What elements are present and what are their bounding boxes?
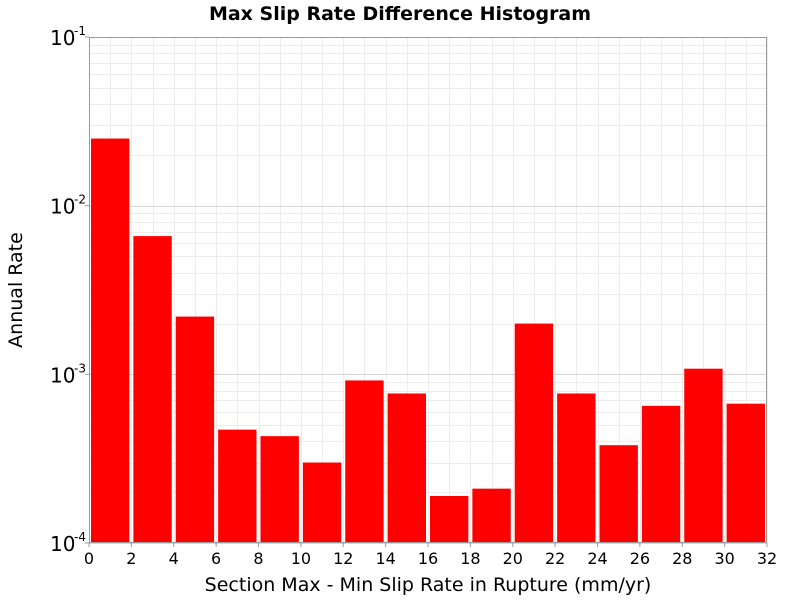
y-tick-base: 10 <box>50 363 75 387</box>
x-tick-label: 28 <box>672 549 692 568</box>
histogram-bar <box>133 236 172 544</box>
histogram-bar <box>302 462 342 543</box>
y-tick-exponent: -1 <box>74 24 86 38</box>
x-tick-label: 30 <box>714 549 734 568</box>
plot-border <box>89 37 767 543</box>
y-tick-exponent: -3 <box>74 361 86 375</box>
histogram-bar <box>684 368 723 543</box>
y-axis-ticks: 10-410-310-210-1 <box>50 24 89 556</box>
x-tick-label: 22 <box>545 549 565 568</box>
chart-title: Max Slip Rate Difference Histogram <box>209 3 591 25</box>
x-tick-label: 20 <box>503 549 523 568</box>
x-tick-label: 0 <box>84 549 94 568</box>
y-tick-label: 10-3 <box>50 361 86 387</box>
x-tick-label: 18 <box>460 549 480 568</box>
histogram-bar <box>91 138 130 543</box>
bars <box>91 138 765 544</box>
y-tick-base: 10 <box>50 26 75 50</box>
x-tick-label: 2 <box>126 549 136 568</box>
y-tick-label: 10-2 <box>50 193 86 219</box>
histogram-bar <box>430 495 469 543</box>
x-tick-label: 32 <box>757 549 777 568</box>
y-tick-label: 10-1 <box>50 24 86 50</box>
histogram-bar <box>514 323 554 543</box>
histogram-bar <box>345 380 384 543</box>
histogram-bar <box>218 429 257 543</box>
y-tick-base: 10 <box>50 195 75 219</box>
x-tick-label: 14 <box>375 549 395 568</box>
y-tick-base: 10 <box>50 532 75 556</box>
histogram-bar <box>557 393 596 543</box>
x-tick-label: 26 <box>630 549 650 568</box>
y-tick-label: 10-4 <box>50 530 86 556</box>
histogram-bar <box>641 405 681 543</box>
x-tick-label: 6 <box>211 549 221 568</box>
y-axis-label: Annual Rate <box>5 232 27 348</box>
histogram-bar <box>599 445 638 543</box>
histogram-bar <box>175 316 215 543</box>
x-tick-label: 16 <box>418 549 438 568</box>
x-tick-label: 8 <box>253 549 263 568</box>
y-tick-exponent: -4 <box>74 530 86 544</box>
histogram-bar <box>260 436 299 543</box>
x-tick-label: 4 <box>169 549 179 568</box>
x-tick-label: 10 <box>291 549 311 568</box>
plot-area <box>89 37 768 544</box>
y-tick-exponent: -2 <box>74 193 86 207</box>
histogram-bar <box>726 403 765 543</box>
x-axis-label: Section Max - Min Slip Rate in Rupture (… <box>205 574 652 596</box>
histogram-bar <box>472 488 511 543</box>
x-tick-label: 12 <box>333 549 353 568</box>
x-tick-label: 24 <box>587 549 607 568</box>
x-axis-ticks: 0 2 4 6 8 10 12 14 16 18 20 22 24 26 28 30 32 <box>84 543 777 568</box>
histogram-bar <box>387 393 426 543</box>
